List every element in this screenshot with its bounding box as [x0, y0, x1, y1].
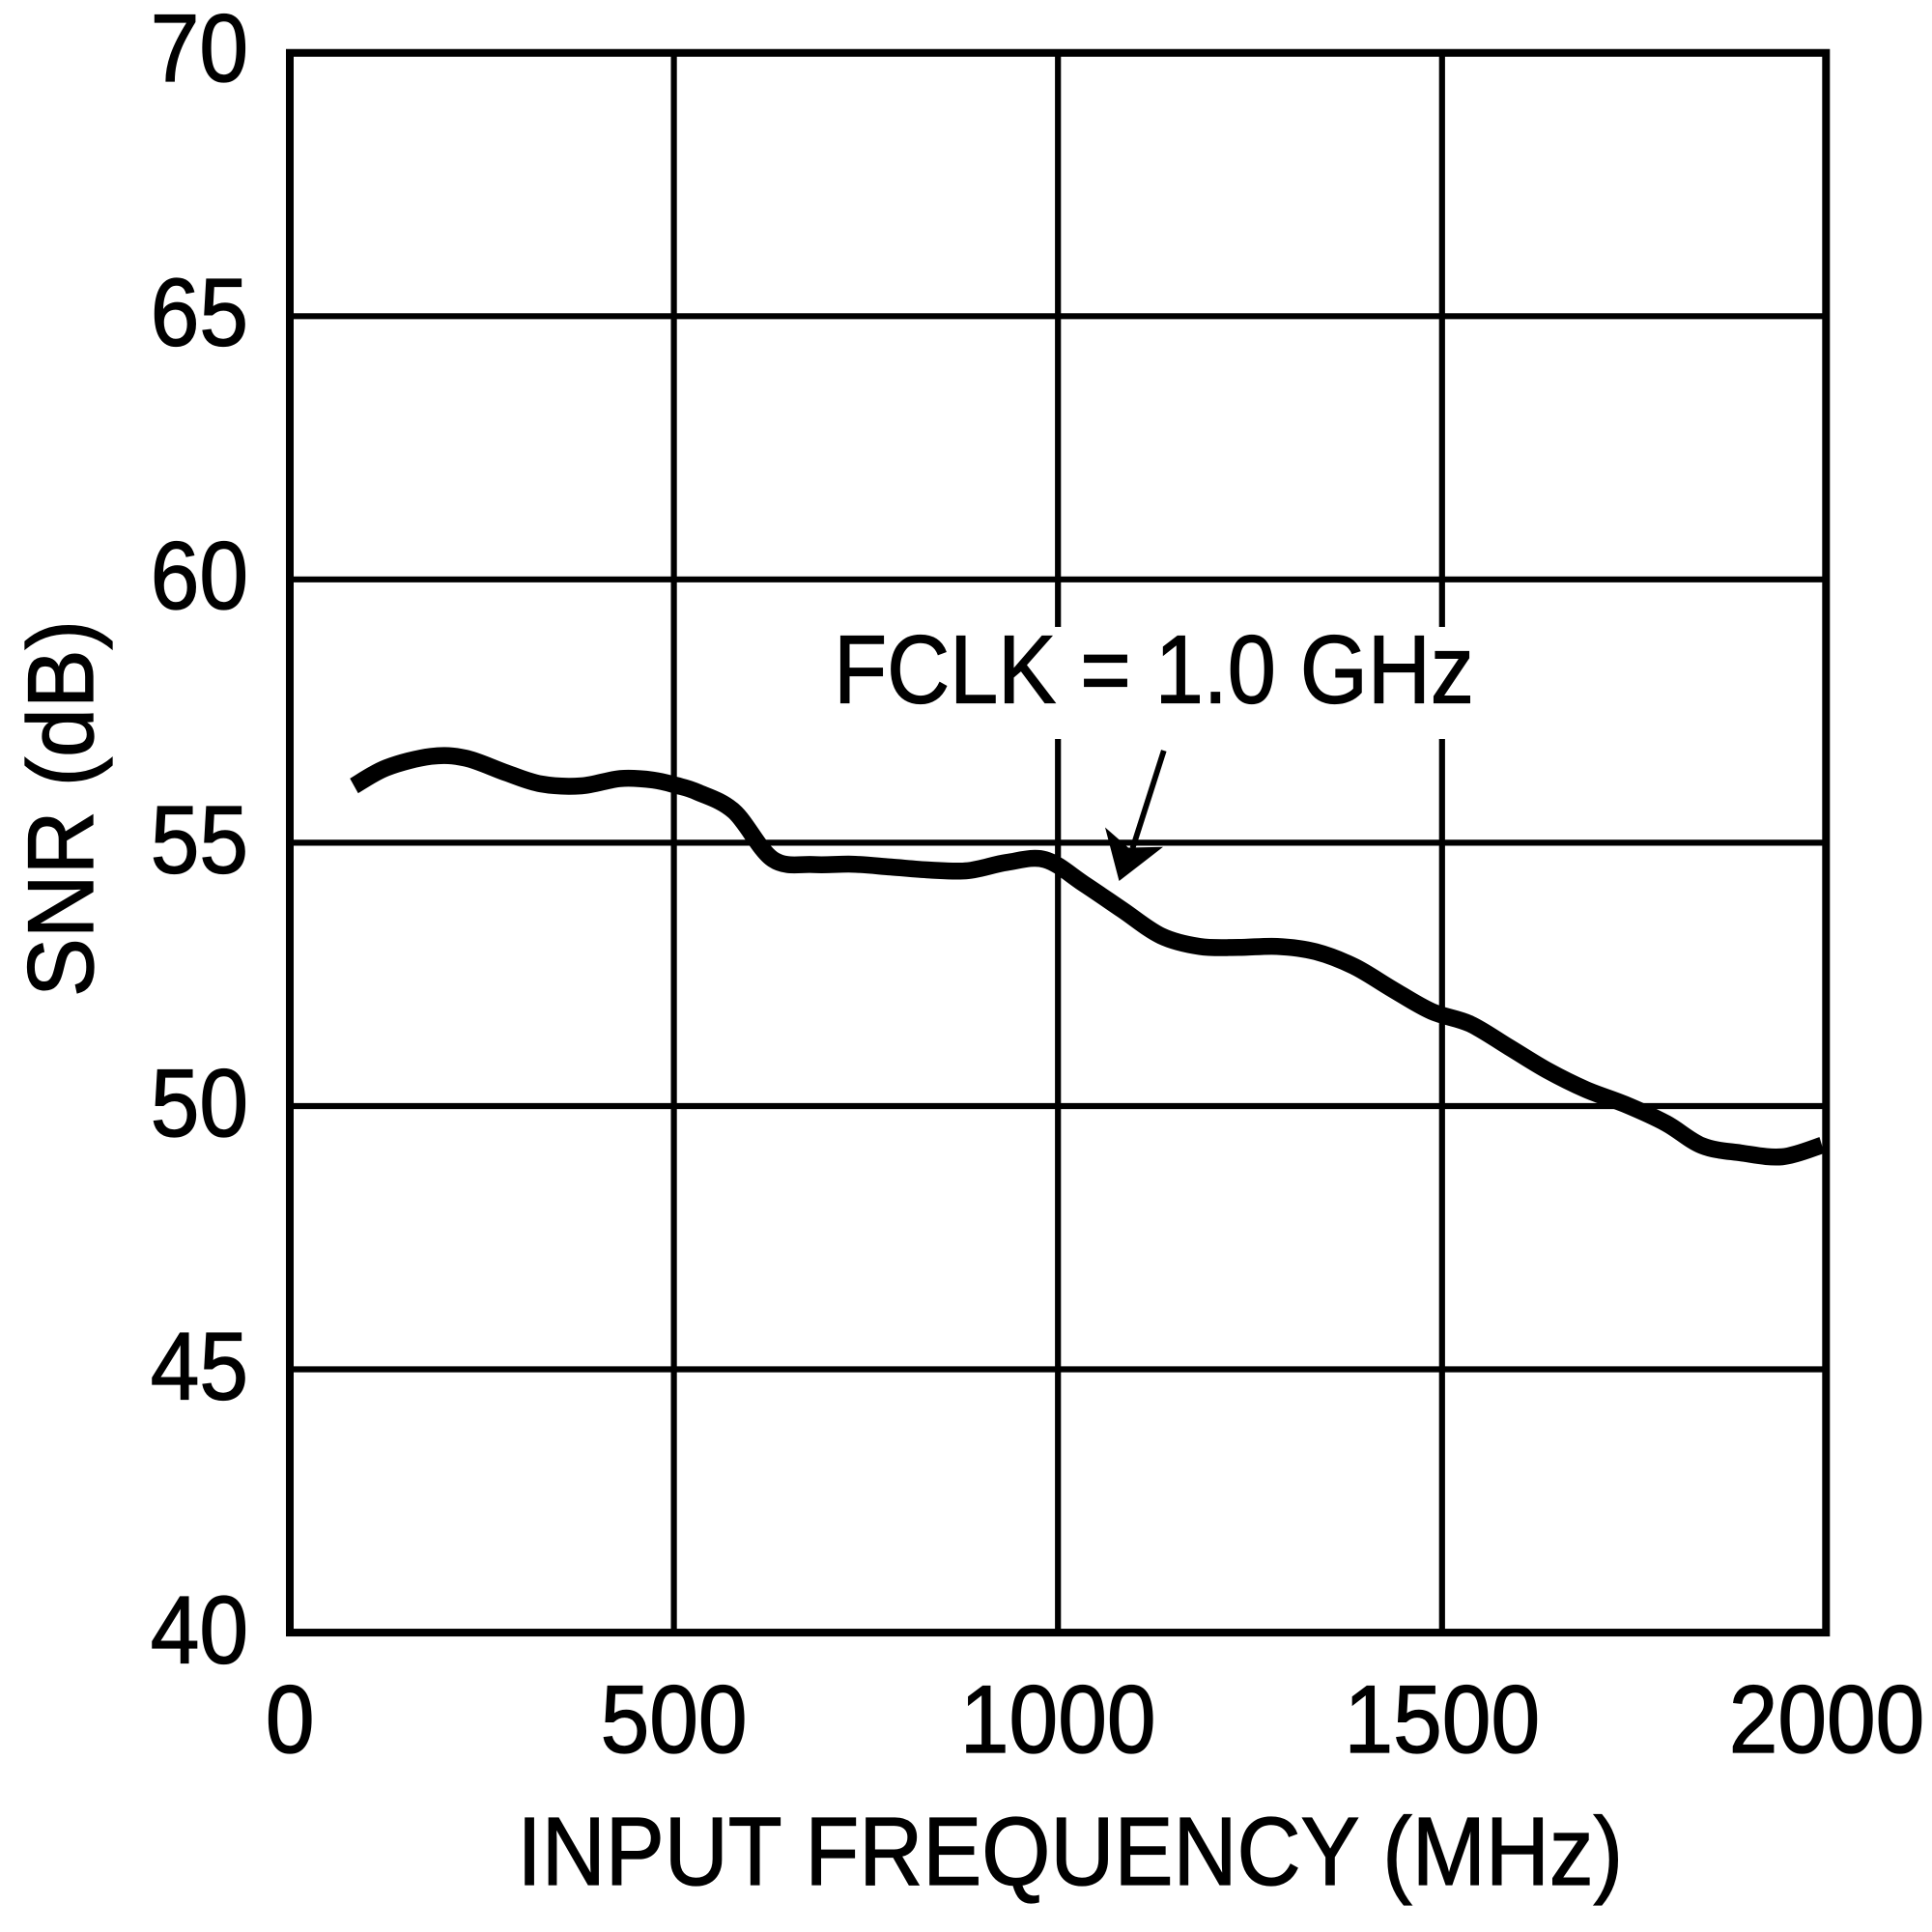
svg-text:2000: 2000 — [1729, 1667, 1925, 1774]
svg-text:1000: 1000 — [960, 1667, 1156, 1774]
svg-text:500: 500 — [601, 1667, 748, 1774]
svg-text:45: 45 — [151, 1314, 248, 1420]
svg-text:0: 0 — [266, 1667, 315, 1774]
svg-text:FCLK = 1.0 GHz: FCLK = 1.0 GHz — [834, 616, 1474, 724]
svg-text:SNR (dB): SNR (dB) — [8, 620, 112, 997]
svg-text:1500: 1500 — [1344, 1667, 1540, 1774]
svg-text:60: 60 — [151, 524, 248, 630]
svg-text:40: 40 — [151, 1577, 248, 1684]
svg-text:55: 55 — [151, 787, 248, 894]
svg-text:50: 50 — [151, 1051, 248, 1157]
svg-text:70: 70 — [151, 0, 248, 102]
svg-text:65: 65 — [151, 260, 248, 366]
svg-text:INPUT FREQUENCY (MHz): INPUT FREQUENCY (MHz) — [517, 1798, 1623, 1906]
